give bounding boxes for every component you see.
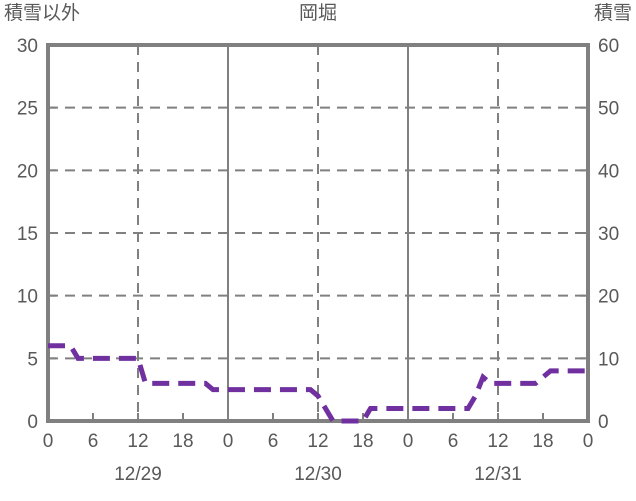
svg-text:12/31: 12/31	[474, 464, 522, 485]
right-axis-title: 積雪	[593, 3, 632, 24]
y-axis-tick-labels-left: 0 5 10 15 20 25 30	[17, 36, 38, 433]
svg-text:18: 18	[172, 431, 193, 452]
svg-text:12: 12	[307, 431, 328, 452]
svg-text:0: 0	[403, 431, 414, 452]
svg-text:6: 6	[448, 431, 459, 452]
svg-text:12: 12	[487, 431, 508, 452]
x-axis-tick-labels: 0 6 12 18 0 6 12 18 0 6 12 18 0	[43, 431, 594, 452]
svg-text:18: 18	[532, 431, 553, 452]
chart-title: 岡堀	[298, 3, 337, 24]
svg-text:10: 10	[598, 349, 619, 370]
svg-text:0: 0	[598, 412, 609, 433]
svg-text:0: 0	[43, 431, 54, 452]
svg-text:12: 12	[127, 431, 148, 452]
vertical-gridlines-solid	[227, 45, 409, 421]
series-line-snow	[48, 343, 588, 424]
svg-text:10: 10	[17, 287, 38, 308]
svg-text:18: 18	[352, 431, 373, 452]
svg-text:40: 40	[598, 161, 619, 182]
vertical-gridlines-dashed	[137, 45, 499, 421]
svg-text:30: 30	[598, 224, 619, 245]
svg-text:20: 20	[598, 287, 619, 308]
left-axis-title: 積雪以外	[4, 3, 81, 24]
y-axis-tick-labels-right: 0 10 20 30 40 50 60	[598, 36, 619, 433]
svg-text:20: 20	[17, 161, 38, 182]
svg-text:25: 25	[17, 99, 38, 120]
svg-text:0: 0	[583, 431, 594, 452]
svg-text:12/30: 12/30	[294, 464, 342, 485]
svg-text:15: 15	[17, 224, 38, 245]
axis-ticks	[48, 106, 588, 421]
svg-text:6: 6	[268, 431, 279, 452]
x-axis-day-labels: 12/29 12/30 12/31	[114, 464, 522, 485]
svg-text:6: 6	[88, 431, 99, 452]
svg-text:12/29: 12/29	[114, 464, 162, 485]
svg-text:0: 0	[223, 431, 234, 452]
svg-text:0: 0	[27, 412, 38, 433]
svg-text:60: 60	[598, 36, 619, 57]
svg-text:50: 50	[598, 99, 619, 120]
svg-text:5: 5	[27, 349, 38, 370]
svg-text:30: 30	[17, 36, 38, 57]
